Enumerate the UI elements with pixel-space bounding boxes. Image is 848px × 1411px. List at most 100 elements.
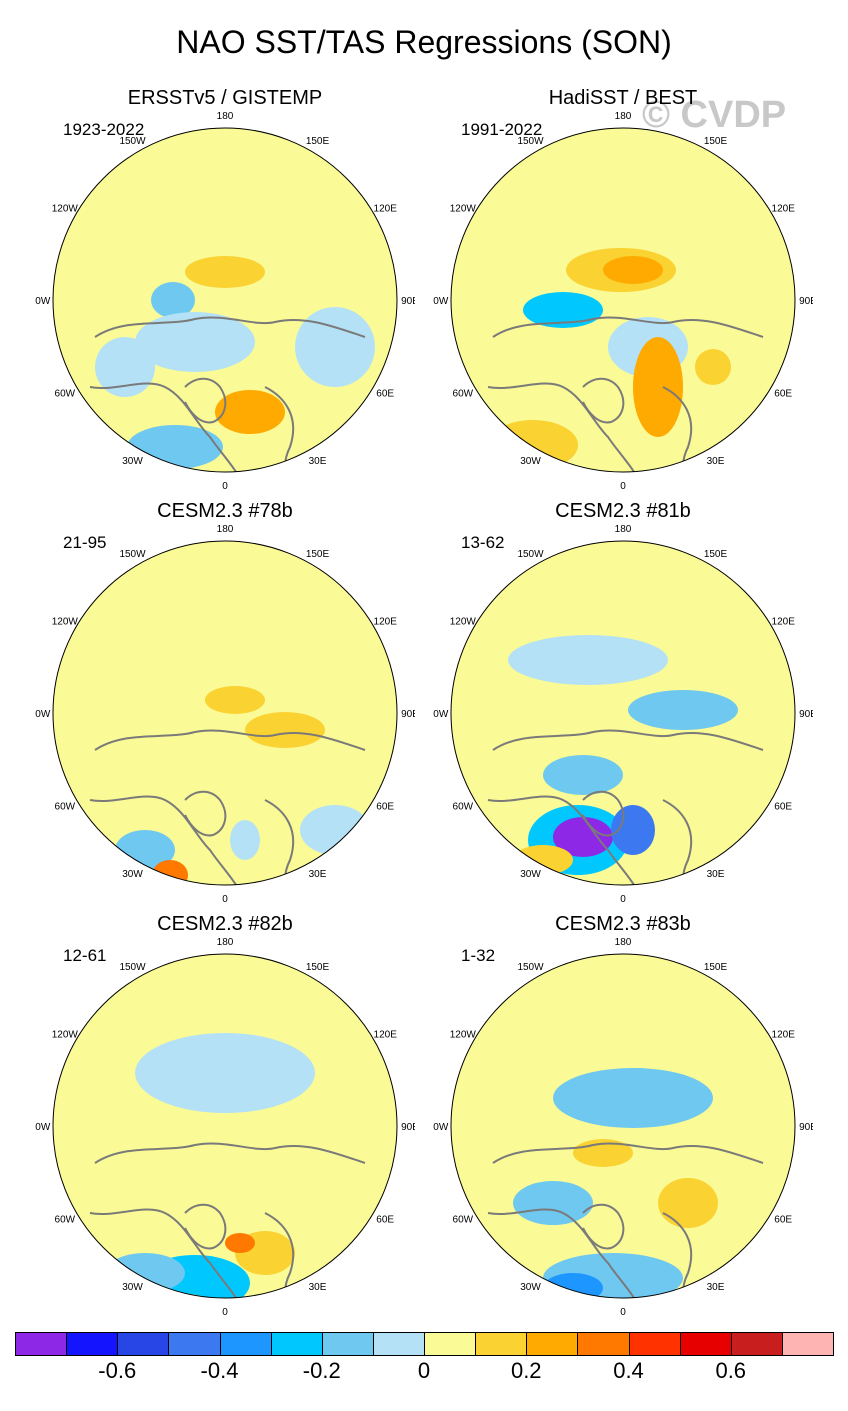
longitude-label: 0	[620, 1307, 626, 1318]
longitude-label: 30W	[520, 1282, 541, 1293]
longitude-label: 30E	[309, 456, 327, 467]
longitude-label: 60W	[453, 1215, 474, 1226]
longitude-label: 90E	[799, 1122, 813, 1133]
colorbar-box	[526, 1332, 579, 1356]
longitude-label: 120W	[450, 617, 477, 628]
panel-title: CESM2.3 #78b	[157, 500, 293, 522]
polar-map: 180 150E 120E 90E 60E 30E 0 30W 60W 90W 120W 150W	[35, 524, 415, 905]
panel-years: 1923-2022	[63, 120, 145, 139]
coastline	[662, 799, 774, 885]
colorbar-label: -0.2	[302, 1358, 341, 1383]
longitude-label: 0	[620, 894, 626, 905]
anomaly-region	[295, 307, 375, 387]
longitude-label: 150E	[306, 962, 330, 973]
longitude-label: 30E	[707, 1282, 725, 1293]
anomaly-region	[513, 1181, 593, 1225]
longitude-label: 60W	[55, 1215, 76, 1226]
coastline	[89, 1208, 246, 1298]
longitude-label: 30E	[707, 869, 725, 880]
longitude-label: 120W	[52, 204, 79, 215]
coastline	[487, 382, 644, 472]
longitude-label: 60E	[376, 802, 394, 813]
longitude-label: 90E	[401, 296, 415, 307]
longitude-label: 150W	[119, 962, 146, 973]
polar-map: 180 150E 120E 90E 60E 30E 0 30W 60W 90W 120W 150W	[433, 111, 813, 492]
polar-map: 180 150E 120E 90E 60E 30E 0 30W 60W 90W 120W 150W	[35, 111, 415, 497]
anomaly-region	[611, 805, 655, 855]
panel-years: 12-61	[63, 946, 107, 965]
anomaly-region	[523, 292, 603, 328]
anomaly-region	[300, 805, 370, 855]
anomaly-region	[100, 487, 210, 497]
colorbar-box	[66, 1332, 119, 1356]
polar-map: 180 150E 120E 90E 60E 30E 0 30W 60W 90W 120W 150W	[35, 937, 415, 1318]
anomaly-region	[638, 1083, 708, 1113]
longitude-label: 30W	[122, 1282, 143, 1293]
coastline	[184, 790, 227, 837]
longitude-label: 60E	[774, 802, 792, 813]
map-panel-3: 180 150E 120E 90E 60E 30E 0 30W 60W 90W 120W 150W CE…	[35, 500, 415, 910]
anomaly-region	[543, 1273, 603, 1298]
coastline	[492, 1142, 764, 1164]
colorbar-box	[372, 1332, 425, 1356]
longitude-label: 60W	[55, 802, 76, 813]
longitude-label: 120W	[52, 1030, 79, 1041]
anomaly-region	[245, 712, 325, 748]
colorbar-box	[781, 1332, 834, 1356]
anomaly-region	[225, 1233, 255, 1253]
longitude-label: 180	[615, 937, 632, 948]
longitude-label: 120E	[374, 204, 398, 215]
longitude-label: 180	[217, 111, 234, 122]
map-border	[450, 127, 796, 473]
anomaly-region	[695, 349, 731, 385]
anomaly-region	[543, 755, 623, 795]
anomaly-region	[215, 390, 285, 434]
longitude-label: 30W	[122, 869, 143, 880]
panel-title: CESM2.3 #82b	[157, 913, 293, 935]
longitude-label: 180	[615, 111, 632, 122]
longitude-label: 90E	[401, 1122, 415, 1133]
anomaly-region	[498, 1293, 578, 1298]
anomaly-region	[135, 312, 255, 372]
coastline	[94, 316, 366, 338]
coastline	[662, 386, 774, 472]
panel-title: ERSSTv5 / GISTEMP	[127, 87, 323, 109]
map-panel-2: 180 150E 120E 90E 60E 30E 0 30W 60W 90W 120W 150W Ha…	[433, 87, 813, 497]
coastline	[582, 377, 625, 424]
map-border	[450, 540, 796, 886]
anomaly-region	[151, 282, 195, 318]
colorbar-box	[321, 1332, 374, 1356]
longitude-label: 0	[222, 894, 228, 905]
longitude-label: 60W	[453, 389, 474, 400]
colorbar-label: 0.2	[510, 1358, 542, 1383]
longitude-label: 150W	[517, 549, 544, 560]
longitude-label: 60W	[453, 802, 474, 813]
anomaly-region	[658, 1178, 718, 1228]
map-field	[451, 128, 795, 472]
anomaly-region	[185, 256, 265, 288]
anomaly-region	[628, 690, 738, 730]
longitude-label: 30E	[707, 456, 725, 467]
colorbar	[15, 1332, 834, 1356]
longitude-label: 150E	[704, 549, 728, 560]
colorbar-box	[270, 1332, 323, 1356]
colorbar-box	[117, 1332, 170, 1356]
panel-years: 1991-2022	[461, 120, 543, 139]
colorbar-box	[628, 1332, 681, 1356]
longitude-label: 150W	[119, 549, 146, 560]
colorbar-label: 0	[417, 1358, 431, 1383]
longitude-label: 0	[222, 481, 228, 492]
anomaly-region	[673, 885, 713, 910]
polar-map: 180 150E 120E 90E 60E 30E 0 30W 60W 90W 120W 150W	[433, 524, 813, 910]
map-panel-5: 180 150E 120E 90E 60E 30E 0 30W 60W 90W 120W 150W CE…	[35, 913, 415, 1323]
colorbar-label: 0.4	[613, 1358, 644, 1383]
colorbar-box	[475, 1332, 528, 1356]
longitude-label: 60E	[376, 389, 394, 400]
map-field	[53, 128, 397, 472]
longitude-label: 90W	[433, 709, 449, 720]
anomaly-region	[553, 817, 613, 857]
longitude-label: 150E	[704, 136, 728, 147]
longitude-label: 90W	[433, 1122, 449, 1133]
map-border	[450, 953, 796, 1299]
longitude-label: 90W	[35, 709, 51, 720]
